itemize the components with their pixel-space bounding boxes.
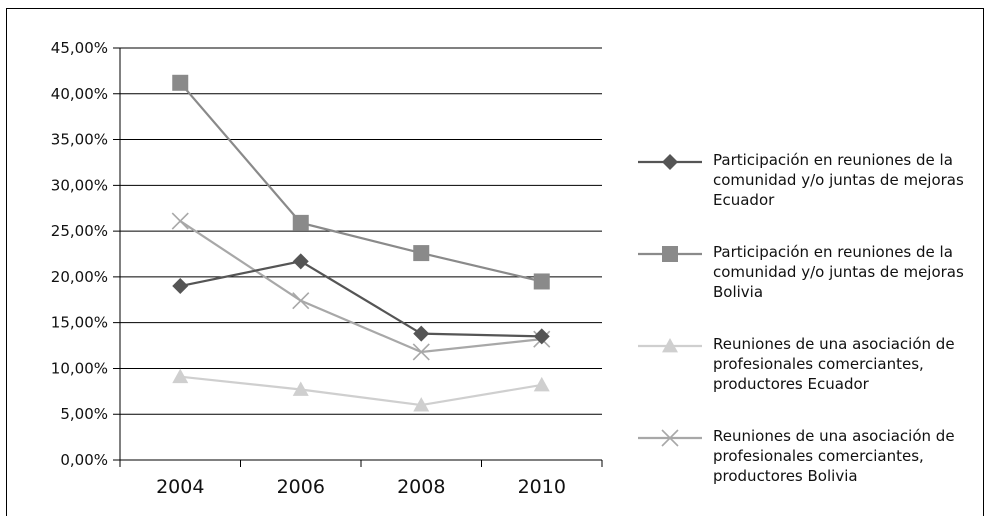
data-point-series-4-stroke (412, 343, 430, 361)
legend-item: Reuniones de una asociación de profesion… (636, 426, 981, 518)
legend-swatch (638, 154, 702, 170)
legend-label: Reuniones de una asociación de profesion… (713, 335, 955, 393)
legend-item: Participación en reuniones de la comunid… (636, 150, 981, 242)
data-point-series-4 (412, 343, 430, 361)
data-point-series-1 (413, 325, 430, 342)
y-tick-labels: 0,00% 5,00% 10,00% 15,00% 20,00% 25,00% 30,00%… (51, 39, 108, 469)
legend-swatch-marker-stroke (661, 429, 679, 447)
series-line-4 (179, 220, 542, 354)
series-lines (179, 82, 543, 407)
legend-swatch (638, 338, 702, 353)
legend-swatch (638, 429, 702, 447)
y-tick-label: 35,00% (51, 131, 108, 149)
axes (119, 48, 603, 467)
data-point-series-1 (533, 328, 550, 345)
data-point-series-2 (413, 245, 430, 262)
data-point-series-3 (413, 397, 430, 412)
y-tick-label: 10,00% (51, 359, 108, 377)
y-tick-label: 30,00% (51, 176, 108, 194)
x-tick-label: 2008 (397, 476, 445, 498)
legend-swatch-marker (662, 154, 678, 170)
legend-label: Participación en reuniones de la comunid… (713, 151, 964, 209)
data-point-series-1 (292, 253, 309, 270)
legend-item: Participación en reuniones de la comunid… (636, 242, 981, 334)
y-tick-label: 0,00% (60, 451, 108, 469)
data-point-series-3 (533, 376, 550, 392)
legend-swatch-marker (661, 429, 679, 447)
data-point-series-2 (533, 273, 550, 290)
x-tick-label: 2010 (518, 476, 566, 498)
y-tick-label: 40,00% (51, 85, 108, 103)
data-point-series-2 (292, 214, 309, 231)
data-point-series-4 (292, 292, 310, 310)
data-point-series-1 (172, 278, 189, 295)
gridlines (113, 47, 602, 461)
x-tick-label: 2006 (277, 476, 325, 498)
y-tick-label: 20,00% (51, 268, 108, 286)
y-tick-label: 5,00% (60, 405, 108, 423)
y-tick-label: 45,00% (51, 39, 108, 57)
legend-label: Reuniones de una asociación de profesion… (713, 427, 955, 485)
y-tick-label: 25,00% (51, 222, 108, 240)
chart-frame (6, 8, 984, 516)
data-point-series-4 (171, 212, 189, 230)
data-point-series-3 (172, 368, 189, 384)
x-tick-label: 2004 (156, 476, 204, 498)
legend-label: Participación en reuniones de la comunid… (713, 243, 964, 301)
legend-item: Reuniones de una asociación de profesion… (636, 334, 981, 426)
series-line-2 (179, 82, 543, 283)
legend-swatch (638, 246, 702, 262)
series-line-3 (180, 375, 542, 407)
y-tick-label: 15,00% (51, 314, 108, 332)
legend-swatch-marker (662, 246, 678, 262)
data-point-series-2 (172, 74, 189, 91)
series-line-1 (180, 260, 542, 338)
data-point-series-4-stroke (171, 212, 189, 230)
data-point-series-4-stroke (292, 292, 310, 310)
legend-swatch-marker (662, 338, 678, 353)
x-tick-labels: 2004 2006 2008 2010 (156, 476, 566, 498)
legend: Participación en reuniones de la comunid… (636, 150, 981, 518)
series-markers (171, 74, 551, 412)
data-point-series-3 (292, 381, 309, 396)
